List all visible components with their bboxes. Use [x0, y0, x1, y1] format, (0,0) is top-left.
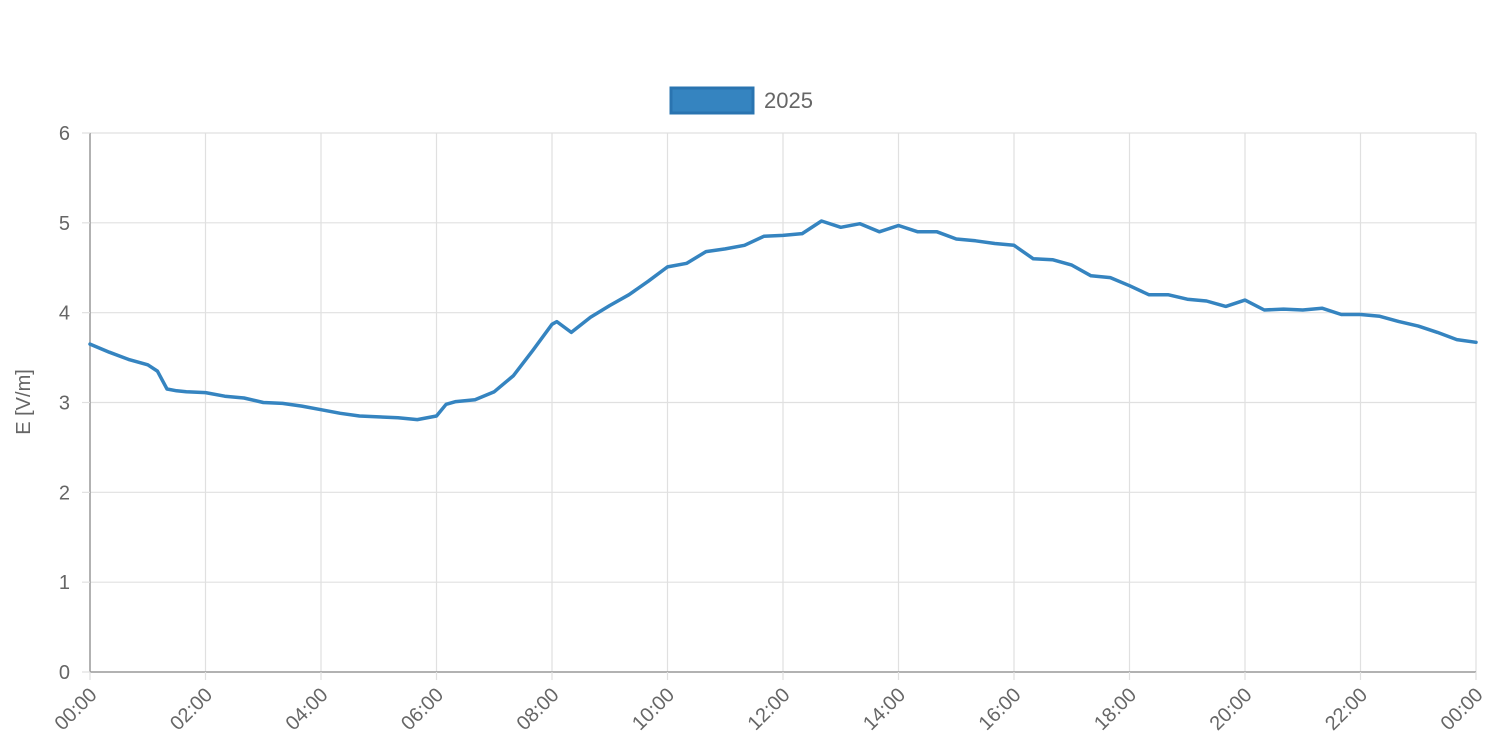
- legend-label[interactable]: 2025: [764, 88, 813, 113]
- x-tick-label: 20:00: [1206, 684, 1257, 735]
- y-tick-label: 6: [59, 123, 70, 145]
- x-tick-label: 22:00: [1321, 684, 1372, 735]
- series-line-2025[interactable]: [88, 219, 1478, 422]
- x-axis-ticks: 00:00 02:00 04:00 06:00 08:00 10:00 12:00 14:00…: [51, 672, 1488, 735]
- x-tick-label: 10:00: [628, 684, 679, 735]
- x-tick-label: 06:00: [397, 684, 448, 735]
- y-tick-label: 0: [59, 662, 70, 684]
- x-tick-label: 08:00: [513, 684, 564, 735]
- y-tick-label: 3: [59, 393, 70, 415]
- x-tick-label: 04:00: [282, 684, 333, 735]
- x-tick-label: 16:00: [975, 684, 1026, 735]
- y-axis-ticks: 0 1 2 3 4 5 6: [59, 123, 90, 684]
- series-layer: [88, 219, 1478, 422]
- x-tick-label: 18:00: [1090, 684, 1141, 735]
- x-tick-label: 02:00: [166, 684, 217, 735]
- legend-swatch[interactable]: [669, 86, 755, 115]
- legend[interactable]: 2025: [669, 86, 813, 115]
- y-tick-label: 4: [59, 303, 70, 325]
- y-axis-title: E [V/m]: [13, 369, 35, 435]
- x-tick-label: 00:00: [51, 684, 102, 735]
- y-tick-label: 5: [59, 213, 70, 235]
- y-tick-label: 1: [59, 572, 70, 594]
- x-tick-label: 12:00: [744, 684, 795, 735]
- x-tick-label: 14:00: [859, 684, 910, 735]
- x-tick-label: 00:00: [1437, 684, 1488, 735]
- y-tick-label: 2: [59, 482, 70, 504]
- grid: [90, 132, 1477, 672]
